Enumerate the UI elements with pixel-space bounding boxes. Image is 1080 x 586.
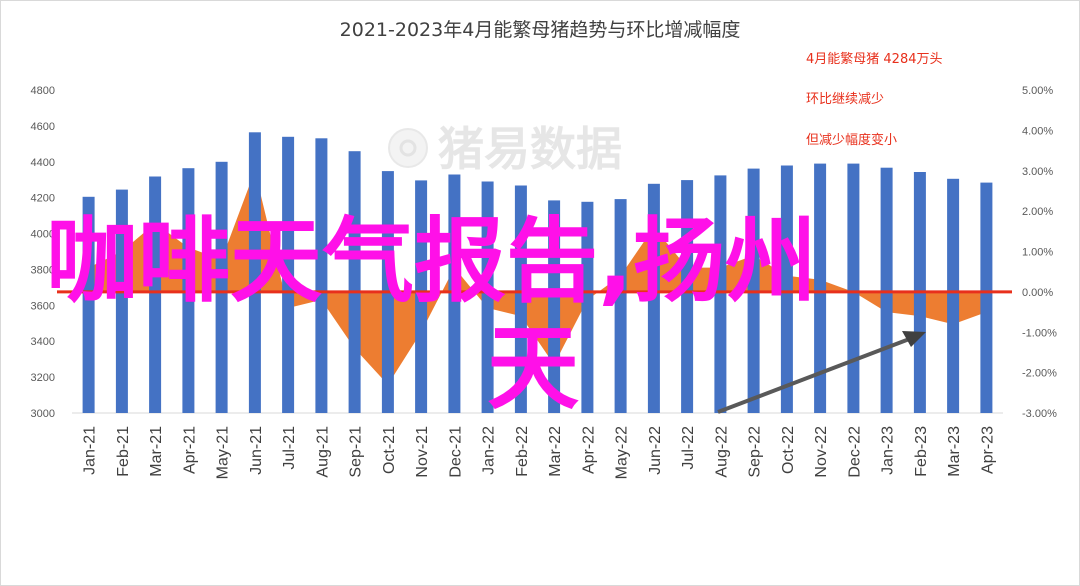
bar-mar-22 (548, 200, 561, 413)
left-tick-label: 3600 (31, 300, 55, 312)
right-axis-ticks: -3.00% -2.00% -1.00% 0.00% 1.00% 2.00% 3.00% 4.… (1022, 85, 1057, 420)
bar-dec-22 (847, 163, 860, 413)
x-tick-label: Dec-21 (447, 426, 464, 478)
bar-jan-23 (880, 167, 893, 413)
right-tick-label: 4.00% (1022, 125, 1053, 137)
x-tick-label: Feb-23 (913, 426, 930, 477)
trend-arrow (717, 331, 926, 414)
bar-may-21 (215, 161, 228, 413)
x-tick-label: Apr-23 (979, 426, 996, 474)
left-tick-label: 3000 (31, 408, 55, 420)
bar-sep-21 (348, 151, 361, 413)
x-tick-label: May-21 (215, 426, 232, 479)
x-tick-label: Nov-22 (813, 426, 830, 478)
x-tick-label: Sep-22 (747, 426, 764, 478)
x-tick-label: Mar-23 (946, 426, 963, 477)
x-axis-ticks: Jan-21 Feb-21 Mar-21 Apr-21 May-21 Jun-21 Jul-… (82, 426, 997, 479)
x-tick-label: Jul-22 (680, 426, 697, 470)
left-axis-ticks: 3000 3200 3400 3600 3800 4000 4200 4400 4600 4800 (31, 85, 55, 420)
overlay-text-line-2: 天 (487, 315, 579, 422)
bar-jul-22 (681, 180, 694, 413)
mom-change-area (88, 170, 987, 385)
x-tick-label: Jun-22 (647, 426, 664, 475)
bar-aug-22 (714, 175, 727, 413)
left-tick-label: 4000 (31, 229, 55, 241)
x-tick-label: Mar-21 (148, 426, 165, 477)
annotation-line-1: 4月能繁母猪 4284万头 (806, 51, 943, 67)
x-tick-label: Feb-22 (514, 426, 531, 477)
left-tick-label: 3800 (31, 264, 55, 276)
x-tick-label: Jun-21 (248, 426, 265, 475)
left-tick-label: 3200 (31, 372, 55, 384)
bar-jun-21 (248, 132, 261, 414)
bar-jul-21 (282, 136, 295, 414)
x-tick-label: Jan-22 (481, 426, 498, 475)
x-tick-label: May-22 (614, 426, 631, 479)
right-tick-label: -2.00% (1022, 368, 1057, 380)
bar-mar-21 (149, 176, 162, 413)
bar-nov-21 (415, 180, 428, 413)
chart-title: 2021-2023年4月能繁母猪趋势与环比增减幅度 (340, 19, 741, 41)
right-tick-label: -1.00% (1022, 327, 1057, 339)
bar-jan-21 (82, 196, 95, 413)
bar-jun-22 (647, 183, 660, 413)
left-tick-label: 4400 (31, 157, 55, 169)
right-tick-label: 2.00% (1022, 206, 1053, 218)
left-tick-label: 4200 (31, 193, 55, 205)
annotation-line-3: 但减少幅度变小 (806, 132, 897, 148)
right-tick-label: 5.00% (1022, 85, 1053, 97)
bar-nov-22 (814, 163, 827, 413)
x-tick-label: Jan-23 (880, 426, 897, 475)
right-tick-label: 0.00% (1022, 287, 1053, 299)
annotation-line-2: 环比继续减少 (806, 92, 884, 107)
x-tick-label: Jan-21 (82, 426, 99, 475)
x-tick-label: Oct-22 (780, 426, 797, 474)
bar-dec-21 (448, 174, 461, 413)
bar-jan-22 (481, 181, 494, 413)
bar-apr-22 (581, 201, 594, 413)
bar-feb-21 (115, 189, 128, 413)
right-tick-label: -3.00% (1022, 408, 1057, 420)
bar-aug-21 (315, 138, 328, 414)
sow-inventory-bars (82, 132, 993, 414)
x-tick-label: Jul-21 (281, 426, 298, 470)
bar-apr-23 (980, 182, 993, 413)
watermark-logo (388, 128, 428, 168)
bar-feb-22 (514, 185, 527, 413)
left-tick-label: 3400 (31, 336, 55, 348)
watermark-text: 猪易数据 (438, 122, 622, 176)
x-tick-label: Oct-21 (381, 426, 398, 474)
x-tick-label: Mar-22 (547, 426, 564, 477)
bar-oct-22 (780, 165, 793, 413)
x-tick-label: Dec-22 (846, 426, 863, 478)
left-tick-label: 4800 (31, 85, 55, 97)
mom-change-area-path (88, 170, 987, 385)
overlay-text-line-1: 咖啡天气报告,扬州 (46, 208, 817, 315)
bar-mar-23 (947, 178, 960, 413)
bar-may-22 (614, 199, 627, 413)
x-tick-label: Feb-21 (115, 426, 132, 477)
x-tick-label: Aug-21 (314, 426, 331, 478)
x-tick-label: Sep-21 (348, 426, 365, 478)
x-tick-label: Nov-21 (414, 426, 431, 478)
left-tick-label: 4600 (31, 121, 55, 133)
x-tick-label: Aug-22 (713, 426, 730, 478)
right-tick-label: 1.00% (1022, 247, 1053, 259)
x-tick-label: Apr-21 (181, 426, 198, 474)
x-tick-label: Apr-22 (580, 426, 597, 474)
right-tick-label: 3.00% (1022, 166, 1053, 178)
